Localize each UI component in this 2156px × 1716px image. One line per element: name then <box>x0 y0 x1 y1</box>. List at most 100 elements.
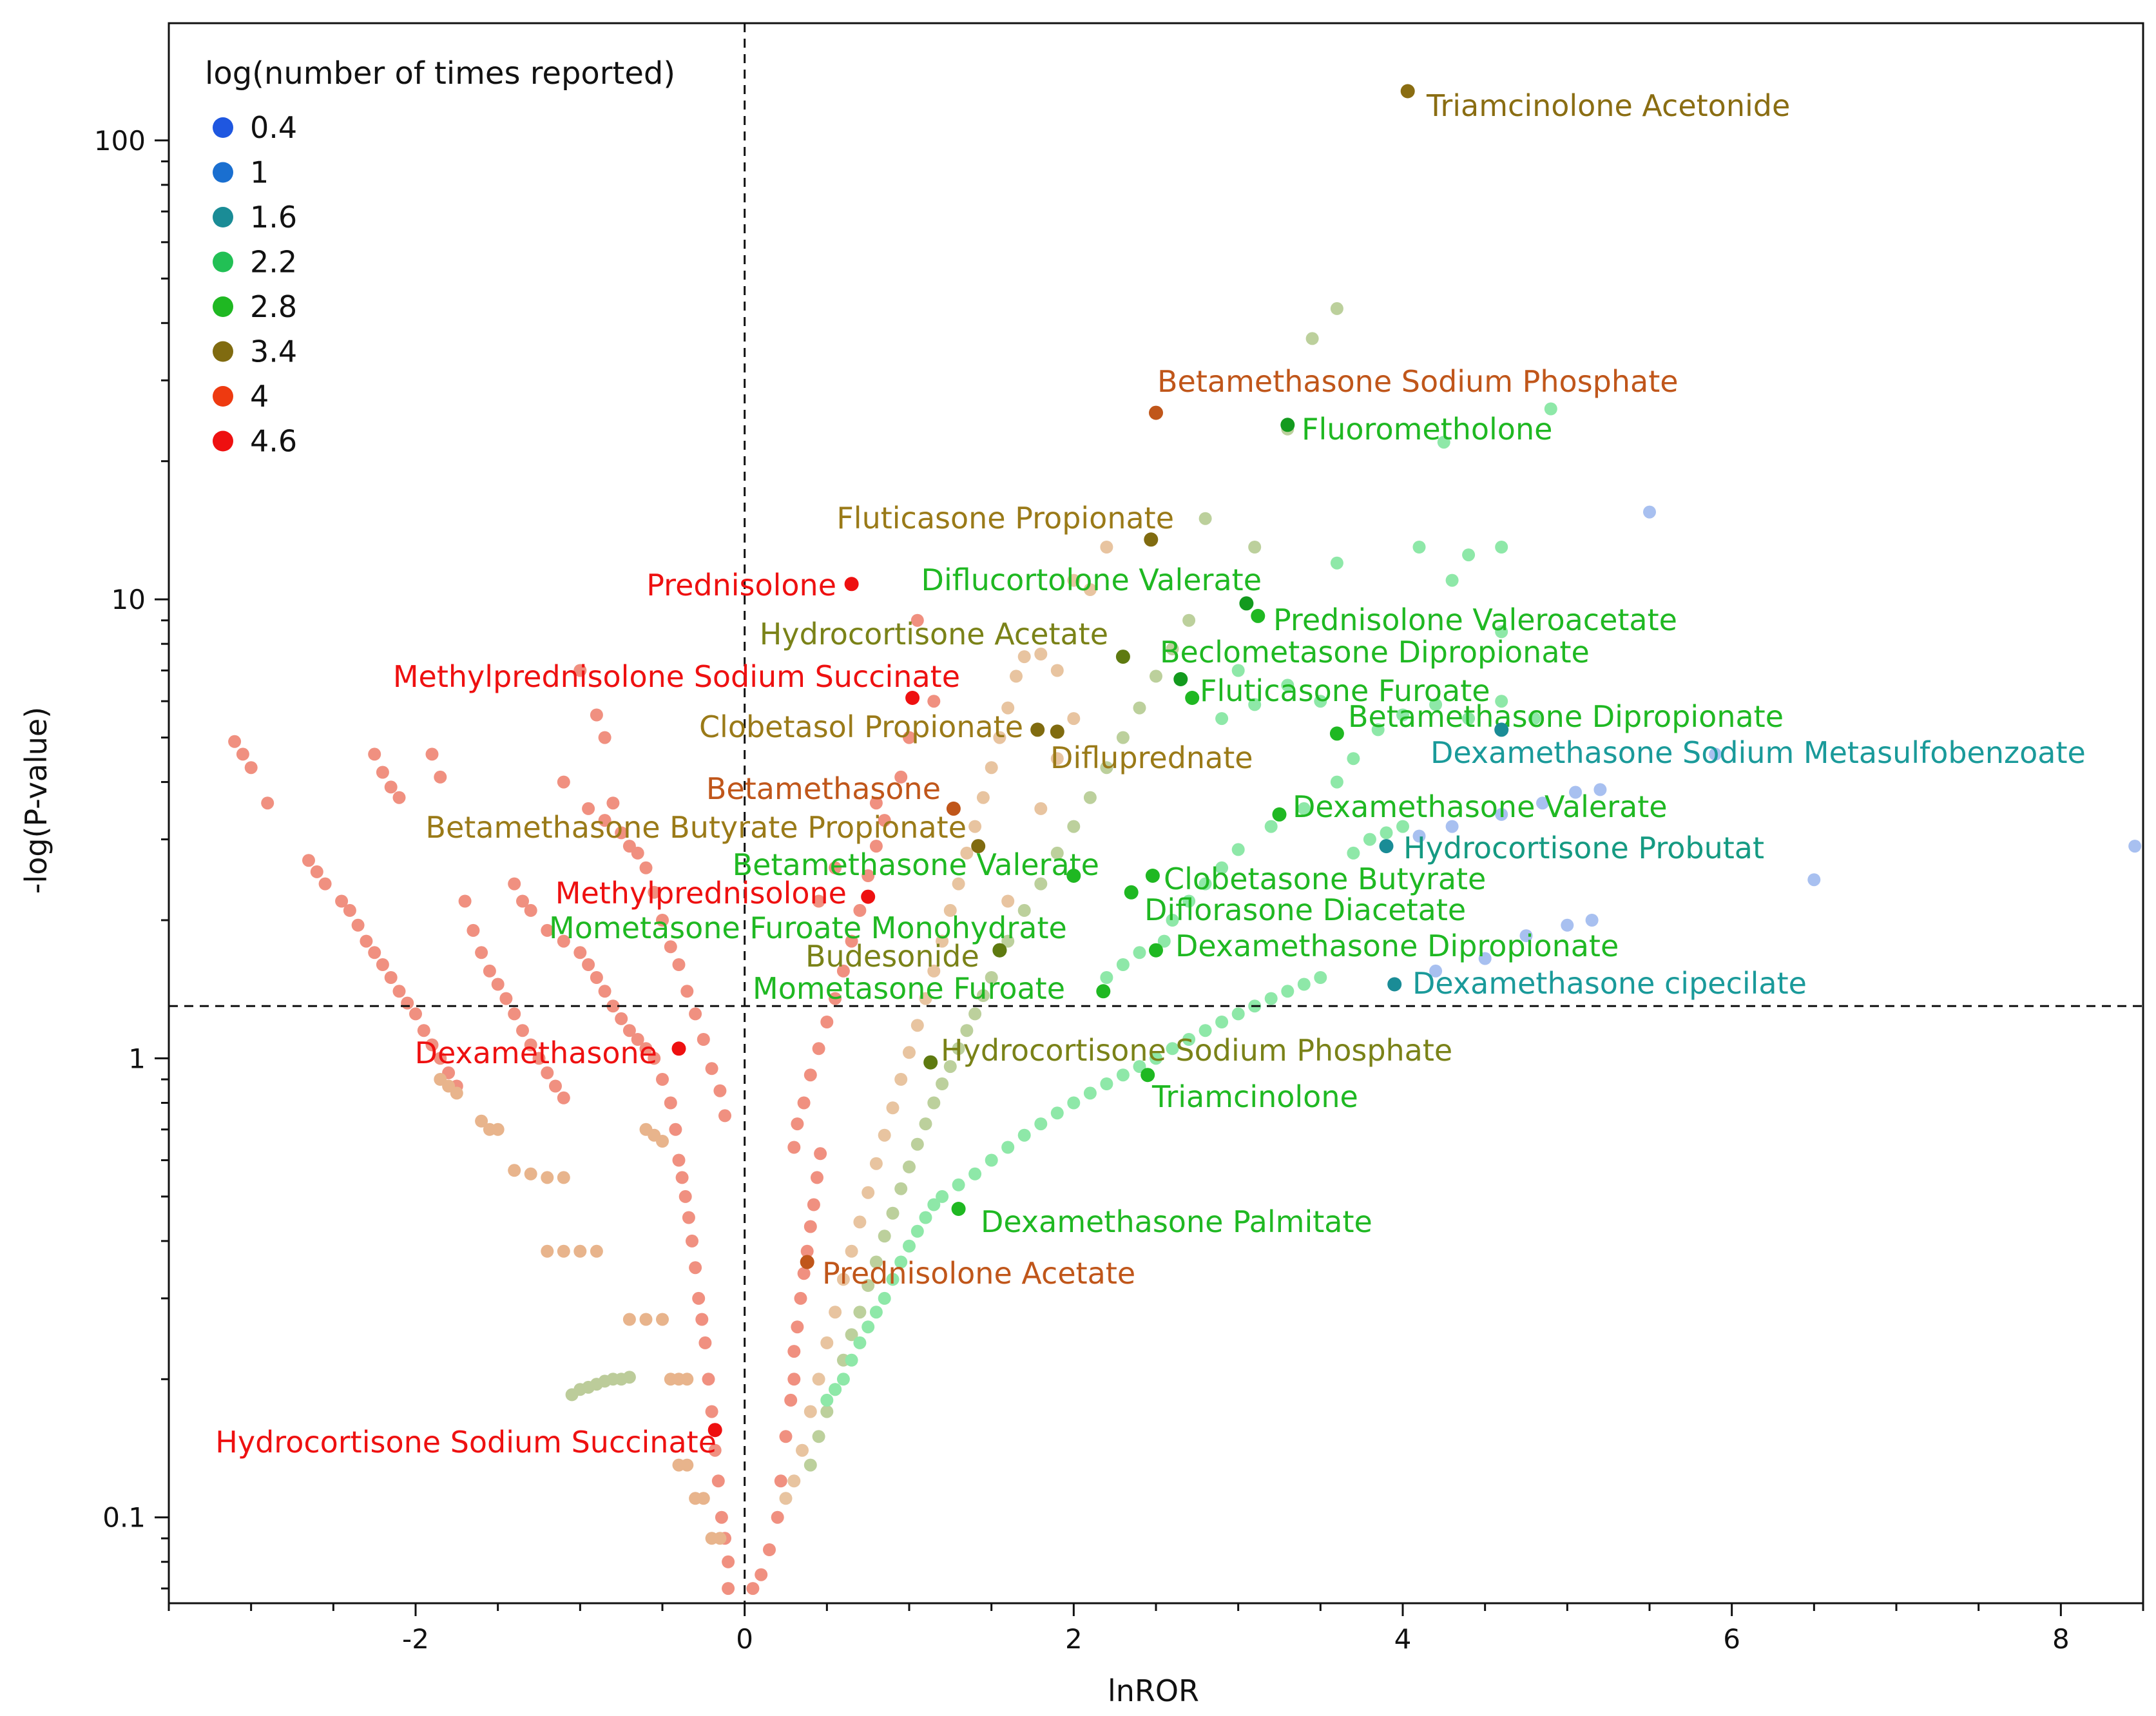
data-point <box>903 731 916 744</box>
labeled-point: Betamethasone Butyrate Propionate <box>425 810 986 854</box>
data-point <box>664 940 677 954</box>
data-point <box>508 877 521 891</box>
legend: log(number of times reported) 0.4 1 1.6 2.2 2… <box>205 55 675 459</box>
data-point <box>302 854 315 867</box>
data-point <box>755 1568 768 1581</box>
axis-layer: -2 0 2 4 6 8 lnROR 0.1 1 10 100 -log(P-value) <box>19 125 2144 1708</box>
x-tick-label: 8 <box>2052 1623 2070 1655</box>
data-point <box>829 861 842 874</box>
data-point <box>524 1167 537 1181</box>
data-point <box>878 814 891 827</box>
data-point <box>672 1153 686 1167</box>
legend-label: 3.4 <box>250 334 297 369</box>
data-point <box>680 1458 694 1472</box>
legend-label: 1.6 <box>250 200 297 235</box>
point-label: Betamethasone Butyrate Propionate <box>425 810 967 845</box>
data-point <box>631 1033 644 1046</box>
data-point <box>1067 712 1081 726</box>
labeled-point: Budesonide <box>805 939 1007 974</box>
data-point <box>1297 802 1311 815</box>
highlighted-marker <box>1030 722 1045 737</box>
data-point <box>791 1117 804 1131</box>
data-point <box>927 1198 941 1211</box>
data-point <box>910 1019 924 1032</box>
data-point <box>985 1153 998 1167</box>
data-point <box>1462 548 1476 562</box>
data-point <box>475 1114 488 1128</box>
data-point <box>622 1024 636 1037</box>
data-point <box>836 1273 850 1286</box>
labeled-point: Dexamethasone Palmitate <box>951 1202 1372 1239</box>
data-point <box>1198 512 1212 525</box>
point-label: Diflorasone Diacetate <box>1144 892 1466 927</box>
data-point <box>811 1171 823 1184</box>
data-point <box>812 1042 825 1056</box>
data-point <box>1083 1086 1097 1100</box>
labeled-point: Betamethasone <box>706 771 961 816</box>
data-point <box>434 1052 447 1065</box>
data-point <box>491 978 505 991</box>
data-point <box>541 923 554 937</box>
point-label: Methylprednisolone <box>555 876 847 911</box>
point-label: Mometasone Furoate <box>753 971 1065 1006</box>
data-point <box>675 1171 689 1184</box>
labeled-point: Clobetasol Propionate <box>699 709 1045 744</box>
series-red-arc-right <box>746 613 941 1595</box>
highlighted-marker <box>1239 596 1254 611</box>
point-label: Prednisolone Valeroacetate <box>1273 603 1677 637</box>
data-point <box>787 1141 801 1154</box>
point-label: Dexamethasone Palmitate <box>981 1204 1372 1239</box>
data-point <box>779 1492 793 1505</box>
data-point <box>1100 1077 1113 1090</box>
point-label: Prednisolone <box>646 568 836 603</box>
data-point <box>384 971 398 984</box>
labeled-point: Clobetasone Butyrate <box>1145 862 1486 896</box>
point-label: Dexamethasone <box>415 1036 657 1070</box>
highlighted-marker <box>1145 869 1160 883</box>
data-point <box>853 1306 867 1319</box>
y-tick-label: 100 <box>94 125 146 157</box>
data-point <box>2128 840 2142 853</box>
data-point <box>1133 1060 1146 1074</box>
data-point <box>1150 1052 1162 1065</box>
data-point <box>1017 650 1031 664</box>
data-point <box>1083 583 1097 596</box>
highlighted-marker <box>1251 608 1266 623</box>
series-red-arc-d <box>557 664 731 1123</box>
data-point <box>1133 946 1146 959</box>
data-point <box>590 971 603 984</box>
data-point <box>1807 873 1821 887</box>
data-point <box>1215 1016 1229 1028</box>
data-point <box>820 1405 834 1418</box>
data-point <box>787 1373 801 1386</box>
point-label: Betamethasone Dipropionate <box>1348 699 1784 734</box>
data-point <box>557 1244 570 1258</box>
data-point <box>713 1532 727 1545</box>
highlighted-marker <box>1149 405 1163 420</box>
data-point <box>722 1582 735 1595</box>
data-point <box>1281 679 1295 692</box>
point-label: Budesonide <box>805 939 979 974</box>
highlighted-marker <box>671 1041 686 1056</box>
highlighted-marker <box>1272 807 1287 822</box>
data-point <box>1083 791 1097 804</box>
data-point <box>656 1135 669 1148</box>
legend-item: 2.2 <box>213 245 297 280</box>
data-point <box>573 1244 587 1258</box>
data-point <box>606 796 620 810</box>
data-point <box>1437 436 1450 449</box>
data-point <box>622 1313 636 1326</box>
legend-marker <box>213 251 233 273</box>
data-point <box>450 1086 463 1100</box>
data-point <box>936 934 949 948</box>
data-point <box>686 1234 698 1248</box>
data-point <box>1396 708 1409 722</box>
data-point <box>812 1430 825 1443</box>
legend-marker <box>213 386 233 407</box>
data-point <box>1100 761 1113 775</box>
data-point <box>1544 402 1557 416</box>
point-label: Hydrocortisone Sodium Succinate <box>215 1425 717 1460</box>
data-point <box>1396 820 1409 833</box>
highlighted-marker <box>800 1255 814 1269</box>
